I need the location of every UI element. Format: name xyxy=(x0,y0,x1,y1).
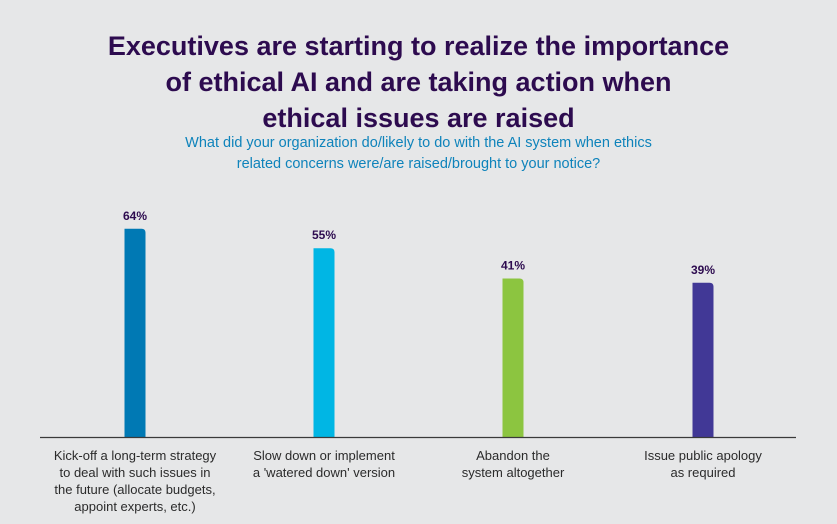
data-label: 41% xyxy=(501,258,525,272)
bar xyxy=(124,228,146,437)
category-label: Kick-off a long-term strategy to deal wi… xyxy=(53,448,217,514)
chart-subtitle: What did your organization do/likely to … xyxy=(185,135,652,172)
category-label: Abandon the system altogether xyxy=(461,448,565,480)
bar xyxy=(502,278,524,437)
data-label: 55% xyxy=(312,228,336,242)
category-label: Issue public apology as required xyxy=(644,448,762,480)
data-label: 39% xyxy=(691,263,715,277)
data-label: 64% xyxy=(123,209,147,223)
category-label: Slow down or implement a 'watered down' … xyxy=(252,448,396,480)
bar xyxy=(313,248,335,437)
chart-title: Executives are starting to realize the i… xyxy=(107,31,730,133)
bar xyxy=(692,282,714,437)
